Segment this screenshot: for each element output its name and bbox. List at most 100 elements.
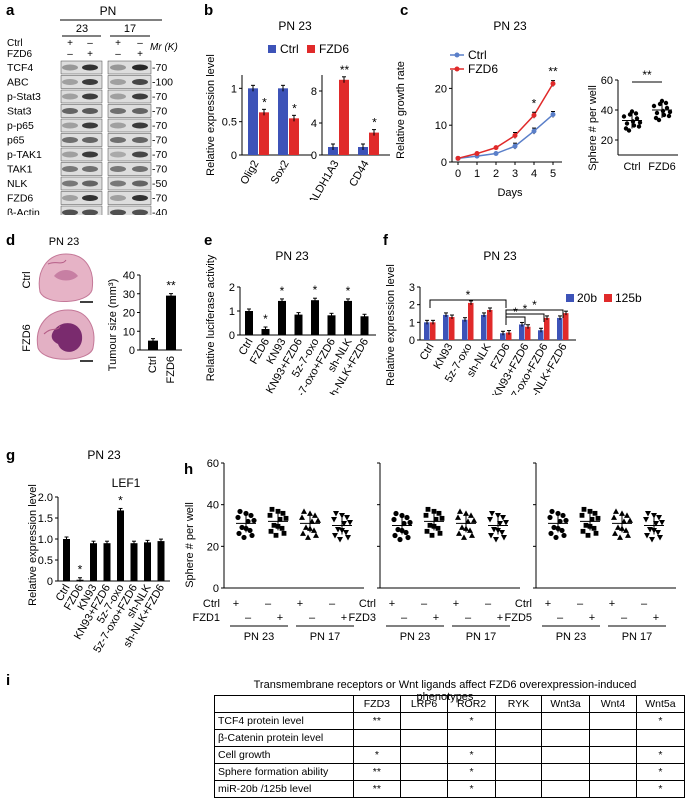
bar — [328, 147, 338, 155]
x-tick-label: Ctrl — [623, 161, 640, 173]
data-point — [301, 508, 307, 514]
data-point — [512, 143, 518, 149]
sign: + — [609, 598, 615, 610]
table-cell — [635, 729, 685, 747]
significance-mark: * — [532, 298, 537, 312]
blot-band — [132, 64, 148, 71]
data-point — [271, 522, 277, 528]
blot-band — [82, 151, 98, 158]
data-point — [637, 120, 643, 125]
bar — [462, 319, 468, 340]
bar — [344, 300, 352, 335]
table-cell — [399, 780, 449, 798]
data-point — [439, 515, 445, 521]
blot-band — [82, 93, 98, 100]
chart-b-olig2-sox2: 0 0.5 1 * Olig2 * Sox2 — [222, 75, 312, 187]
data-point — [248, 512, 254, 519]
sign: – — [245, 612, 252, 624]
sign: – — [309, 612, 316, 624]
x-tick-label: 3 — [512, 168, 518, 180]
blot-band — [62, 79, 78, 85]
table-cell — [494, 729, 543, 747]
table-cell — [589, 780, 637, 798]
data-point — [305, 534, 311, 540]
data-point — [404, 514, 410, 521]
y-tick-label: 0 — [311, 150, 317, 162]
blot-band — [110, 180, 126, 187]
data-point — [579, 512, 585, 518]
bar — [261, 329, 270, 335]
table-cell — [494, 763, 543, 781]
sign: + — [453, 598, 459, 610]
data-point — [332, 533, 338, 539]
y-tick-label: 20 — [601, 135, 613, 147]
blot-strip — [107, 147, 152, 162]
chart-b-aldh1a3-cd44: 0 4 8 ** ALDH1A3 * CD44 — [307, 63, 390, 200]
blot-band — [62, 195, 78, 201]
data-point — [592, 510, 598, 516]
y-tick-label: 2.0 — [38, 492, 53, 504]
data-point — [455, 155, 461, 161]
data-point — [503, 520, 509, 526]
sign: – — [137, 38, 143, 49]
panel-f: f PN 23 20b 125b Relative expression lev… — [383, 232, 642, 395]
mr-marker: -40 — [152, 207, 167, 215]
image-title: PN 23 — [49, 236, 80, 248]
panel-label-g: g — [6, 447, 15, 464]
panel-c-chart: c PN 23 Ctrl FZD6 Relative growth rate D… — [395, 2, 678, 199]
bar — [148, 340, 158, 350]
column-header: LRP6 — [399, 695, 449, 713]
blot-rows: TCF4 -70 ABC -100 p-Stat3 -70 Stat3 -70 p-p65 -70… — [7, 60, 173, 215]
blot-strip — [60, 89, 103, 104]
data-point — [553, 534, 559, 541]
significance-mark: * — [372, 116, 377, 130]
line-23: 23 — [76, 23, 88, 35]
legend-125b: 125b — [615, 291, 642, 305]
panel-g: g PN 23 LEF1 Relative expression level 0… — [6, 447, 170, 655]
row-fzd6: FZD6 — [21, 324, 33, 352]
y-axis-label: Relative expression level — [27, 484, 39, 606]
data-point — [455, 514, 461, 520]
legend-ctrl: Ctrl — [280, 42, 299, 56]
data-point — [624, 121, 630, 126]
sign: + — [87, 49, 93, 60]
sign: – — [421, 598, 428, 610]
y-tick-label: 1.5 — [38, 513, 53, 525]
row-label: Sphere formation ability — [214, 763, 354, 781]
sign: + — [341, 612, 347, 624]
significance-mark: * — [523, 302, 528, 316]
data-point — [585, 532, 591, 538]
y-tick-label: 0 — [213, 583, 219, 595]
data-point — [239, 524, 245, 531]
data-point — [630, 119, 636, 124]
blot-band — [82, 209, 98, 215]
data-point — [345, 535, 351, 541]
data-point — [645, 511, 651, 517]
ctrl-row-label: Ctrl — [203, 598, 220, 610]
data-point — [347, 520, 353, 526]
sign: + — [589, 612, 595, 624]
table-cell — [541, 712, 591, 730]
data-point — [500, 515, 506, 521]
ctrl-row-label: Ctrl — [515, 598, 532, 610]
x-tick-label: CD44 — [347, 159, 371, 189]
sign: – — [577, 598, 584, 610]
x-tick-label: FZD6 — [165, 356, 177, 384]
blot-strip — [107, 104, 152, 118]
blot-strip — [107, 133, 152, 147]
table-cell — [541, 780, 591, 798]
sign: + — [67, 38, 73, 49]
legend-20b: 20b — [577, 291, 597, 305]
y-tick-label: 2 — [229, 282, 235, 294]
data-point — [433, 516, 439, 522]
data-point — [667, 109, 673, 115]
data-point — [236, 530, 242, 537]
sign: + — [545, 598, 551, 610]
data-point — [619, 510, 625, 516]
data-point — [589, 516, 595, 522]
table-cell — [589, 712, 637, 730]
data-point — [612, 530, 618, 536]
y-tick-label: 20 — [123, 308, 135, 320]
sign: – — [115, 49, 121, 60]
gene-row-label: FZD5 — [505, 612, 533, 624]
